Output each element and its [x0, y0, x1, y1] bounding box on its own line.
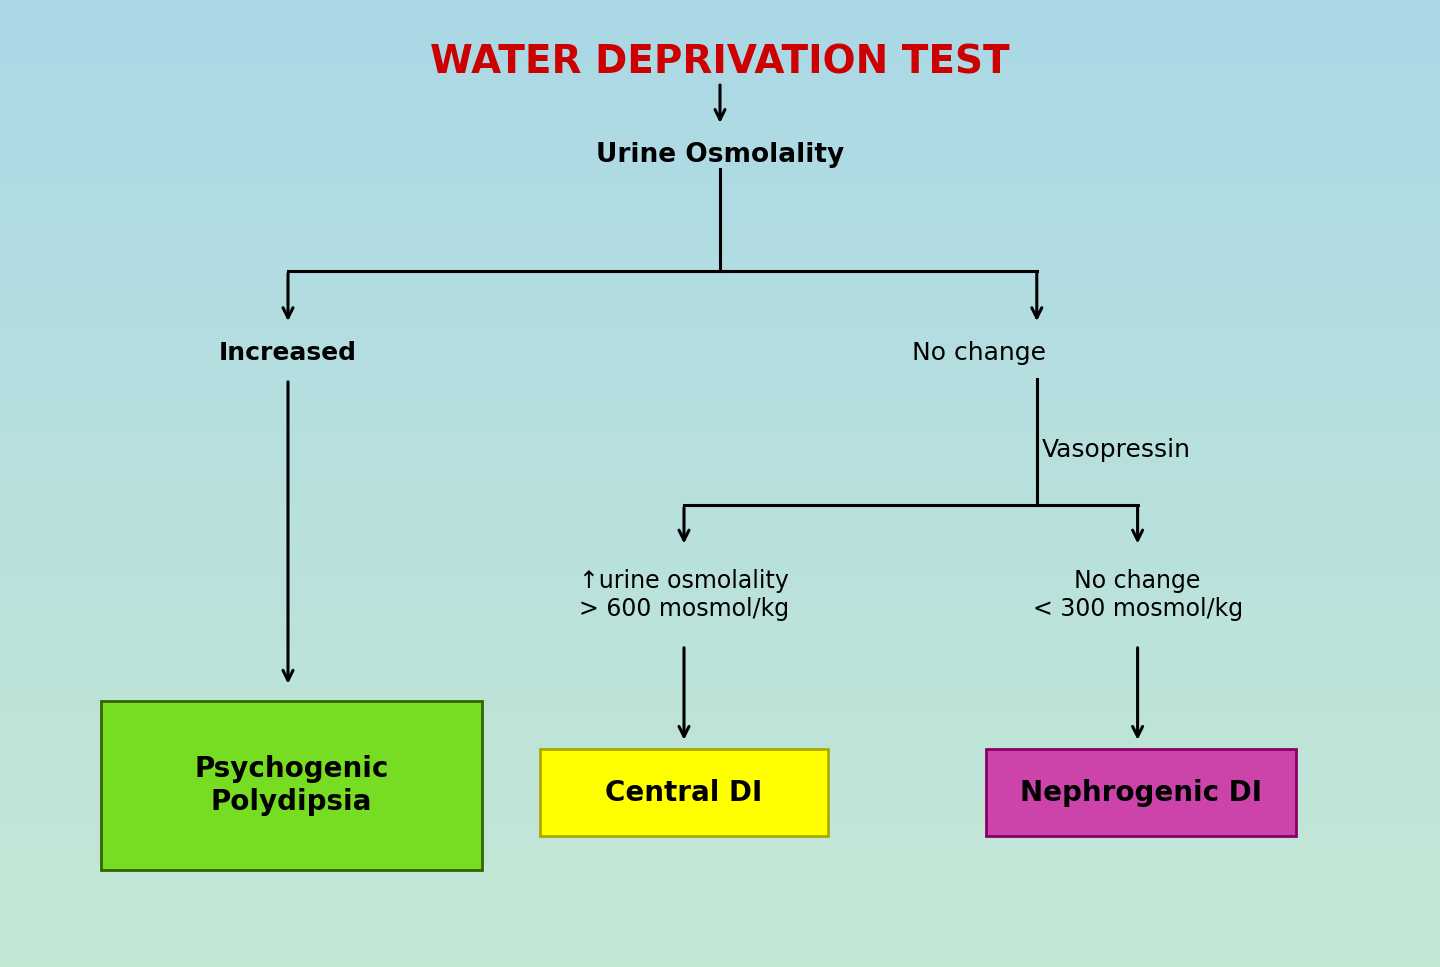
Text: Urine Osmolality: Urine Osmolality	[596, 142, 844, 167]
Text: Central DI: Central DI	[605, 779, 763, 806]
Text: Vasopressin: Vasopressin	[1041, 438, 1191, 461]
Text: No change
< 300 mosmol/kg: No change < 300 mosmol/kg	[1032, 569, 1243, 621]
Text: Psychogenic
Polydipsia: Psychogenic Polydipsia	[194, 755, 389, 816]
Text: WATER DEPRIVATION TEST: WATER DEPRIVATION TEST	[431, 44, 1009, 82]
Text: ↑urine osmolality
> 600 mosmol/kg: ↑urine osmolality > 600 mosmol/kg	[579, 569, 789, 621]
Text: No change: No change	[912, 341, 1047, 365]
FancyBboxPatch shape	[101, 701, 482, 870]
Text: Increased: Increased	[219, 341, 357, 365]
FancyBboxPatch shape	[986, 749, 1296, 836]
Text: Nephrogenic DI: Nephrogenic DI	[1020, 779, 1263, 806]
FancyBboxPatch shape	[540, 749, 828, 836]
